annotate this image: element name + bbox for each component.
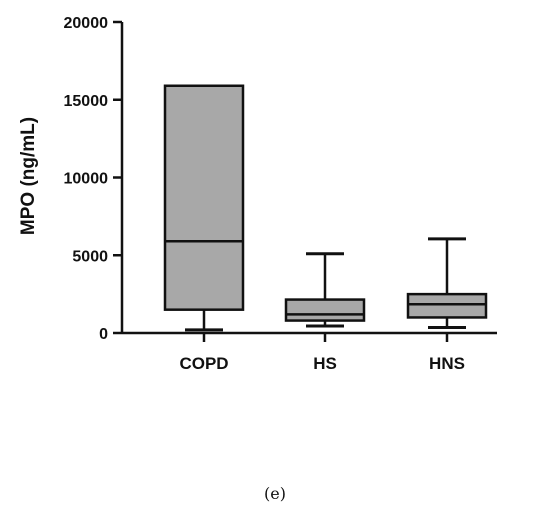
y-tick-label: 5000: [72, 248, 108, 265]
y-tick-label: 10000: [64, 171, 109, 188]
box-series: [163, 84, 488, 332]
interquartile-box: [163, 84, 245, 311]
box-copd: [163, 84, 245, 332]
y-axis: 0 5000 10000 15000 20000: [64, 15, 124, 343]
y-tick-label: 0: [99, 326, 108, 343]
box-hs: [284, 252, 366, 328]
x-tick-label: HS: [313, 354, 337, 373]
figure-caption: (e): [264, 484, 286, 503]
x-axis: COPD HS HNS: [122, 331, 497, 373]
box-hns: [406, 237, 488, 330]
y-tick-label: 15000: [64, 93, 109, 110]
y-tick-label: 20000: [64, 15, 109, 32]
x-tick-label: COPD: [179, 354, 228, 373]
interquartile-box: [406, 292, 488, 319]
y-axis-title: MPO (ng/mL): [18, 117, 39, 235]
x-tick-label: HNS: [429, 354, 465, 373]
mpo-box-plot: 0 5000 10000 15000 20000 COPD HS HNS MPO (ng/m…: [18, 15, 497, 373]
interquartile-box: [284, 298, 366, 322]
